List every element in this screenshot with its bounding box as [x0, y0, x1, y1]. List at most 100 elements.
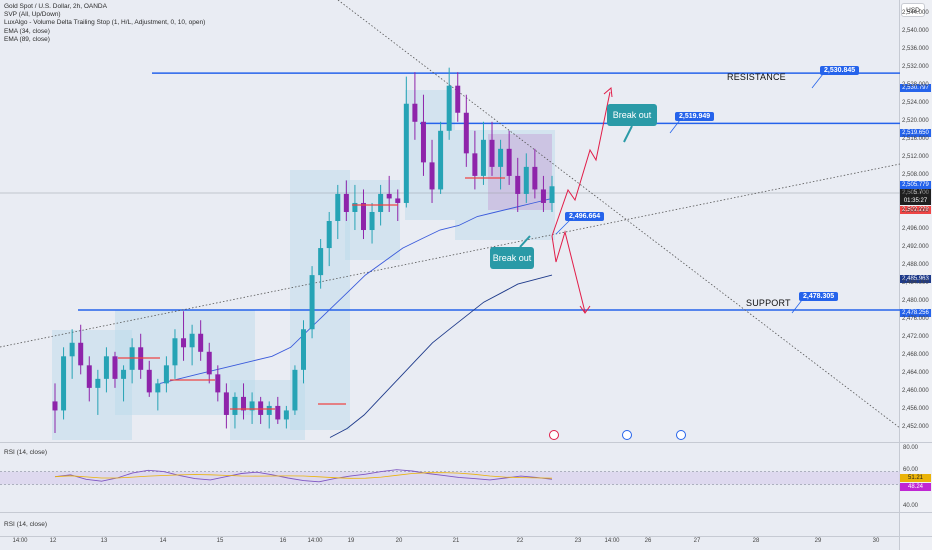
- candle: [412, 72, 418, 140]
- candle-body: [172, 338, 178, 366]
- candle-body: [480, 139, 486, 176]
- price-tick-label: 2,536.000: [902, 45, 929, 52]
- price-tick-label: 2,528.000: [902, 81, 929, 88]
- candle-body: [232, 396, 238, 415]
- candle-body: [266, 405, 272, 415]
- candle-body: [403, 103, 409, 203]
- time-tick-label: 19: [347, 538, 355, 544]
- candle: [258, 396, 264, 424]
- time-tick-label: 20: [395, 538, 403, 544]
- candle-body: [386, 193, 392, 199]
- candle-body: [189, 333, 195, 348]
- candle-body: [215, 374, 221, 393]
- candle-body: [309, 275, 315, 330]
- candle-body: [155, 383, 161, 393]
- rsi-line: [54, 469, 553, 483]
- pivot-price-tag[interactable]: 2,496.664: [565, 212, 605, 221]
- rsi-level-60: 60.00: [903, 467, 919, 473]
- candle-body: [223, 392, 229, 415]
- candle-body: [95, 378, 101, 388]
- rsi-pane-2-bg: [0, 513, 900, 537]
- volume-profile-zone: [290, 170, 350, 430]
- candle: [369, 202, 375, 244]
- candle-body: [283, 410, 289, 420]
- candle: [420, 94, 426, 176]
- breakout-up-callout[interactable]: Break out: [607, 104, 657, 126]
- price-tick-label: 2,488.000: [902, 262, 929, 269]
- candle-body: [249, 401, 255, 411]
- legend-line-svp[interactable]: SVP (All, Up/Down): [4, 11, 61, 19]
- candle: [403, 76, 409, 208]
- candle: [155, 378, 161, 411]
- resistance-price-tag[interactable]: 2,530.845: [820, 66, 860, 75]
- bearish-arrow-head: [579, 305, 591, 314]
- price-tick-label: 2,492.000: [902, 244, 929, 251]
- rsi-band: [0, 471, 900, 485]
- candle-body: [352, 202, 358, 212]
- rsi-pane-2-label[interactable]: RSI (14, close): [4, 521, 47, 528]
- candle: [283, 405, 289, 429]
- candle-body: [455, 85, 461, 113]
- candle: [301, 320, 306, 384]
- candle-body: [506, 148, 512, 176]
- candle-body: [318, 248, 324, 276]
- bullish-projection-arrow: [551, 91, 611, 237]
- candle: [549, 175, 555, 212]
- axis-tag-ema: 2,505.779: [900, 181, 931, 189]
- price-tick-label: 2,544.000: [902, 9, 929, 16]
- candle: [232, 392, 238, 429]
- candle: [52, 383, 58, 433]
- legend-line-ema89[interactable]: EMA (89, close): [4, 35, 50, 43]
- time-tick-label: 14: [159, 538, 167, 544]
- legend-line-luxalgo[interactable]: LuxAlgo - Volume Delta Trailing Stop (1,…: [4, 19, 206, 27]
- candle: [446, 67, 452, 140]
- candle-body: [515, 175, 521, 194]
- candle-body: [163, 365, 169, 384]
- rsi-pane-label[interactable]: RSI (14, close): [4, 449, 47, 456]
- time-tick-label: 14:00: [12, 538, 28, 544]
- candle: [540, 175, 546, 212]
- rsi-level-40: 40.00: [903, 503, 919, 509]
- candle-body: [420, 121, 426, 163]
- currency-button[interactable]: USD: [901, 3, 925, 17]
- legend-line-ema34[interactable]: EMA (34, close): [4, 27, 50, 35]
- candle: [103, 347, 109, 393]
- candle: [292, 365, 298, 415]
- axis-tag-countdown: 01:35:27: [900, 197, 931, 205]
- callout-pointer: [519, 235, 531, 248]
- price-tick-label: 2,468.000: [902, 352, 929, 359]
- candle: [172, 329, 178, 379]
- candle-body: [532, 166, 538, 190]
- candle-body: [301, 329, 306, 370]
- candle-body: [343, 193, 349, 212]
- legend-title[interactable]: Gold Spot / U.S. Dollar, 2h, OANDA: [4, 3, 107, 10]
- legend: Gold Spot / U.S. Dollar, 2h, OANDA SVP (…: [4, 3, 205, 44]
- candle-body: [335, 193, 341, 221]
- candle-body: [206, 351, 212, 375]
- candle-body: [258, 401, 264, 415]
- candle: [198, 320, 204, 361]
- axis-tag-last-price: 2,505.700: [900, 189, 931, 197]
- candle: [112, 351, 118, 388]
- tag-pointer: [669, 119, 681, 134]
- time-tick-label: 29: [814, 538, 822, 544]
- candle: [515, 157, 521, 212]
- resistance-label: RESISTANCE: [727, 72, 786, 82]
- time-tick-label: 22: [516, 538, 524, 544]
- candle-body: [103, 356, 109, 379]
- axis-tag-resistance: 2,530.797: [900, 84, 931, 92]
- candle: [95, 369, 101, 415]
- price-tick-label: 2,472.000: [902, 334, 929, 341]
- breakout-down-callout[interactable]: Break out: [490, 247, 534, 269]
- candle: [121, 365, 127, 402]
- price-tick-label: 2,524.000: [902, 99, 929, 106]
- support-price-tag[interactable]: 2,478.305: [799, 292, 839, 301]
- price-tick-label: 2,480.000: [902, 298, 929, 305]
- mid-level-price-tag[interactable]: 2,519.949: [675, 112, 715, 121]
- candle-body: [369, 211, 375, 231]
- candle-body: [429, 162, 435, 190]
- candle: [472, 130, 478, 190]
- price-tick-label: 2,504.000: [902, 189, 929, 196]
